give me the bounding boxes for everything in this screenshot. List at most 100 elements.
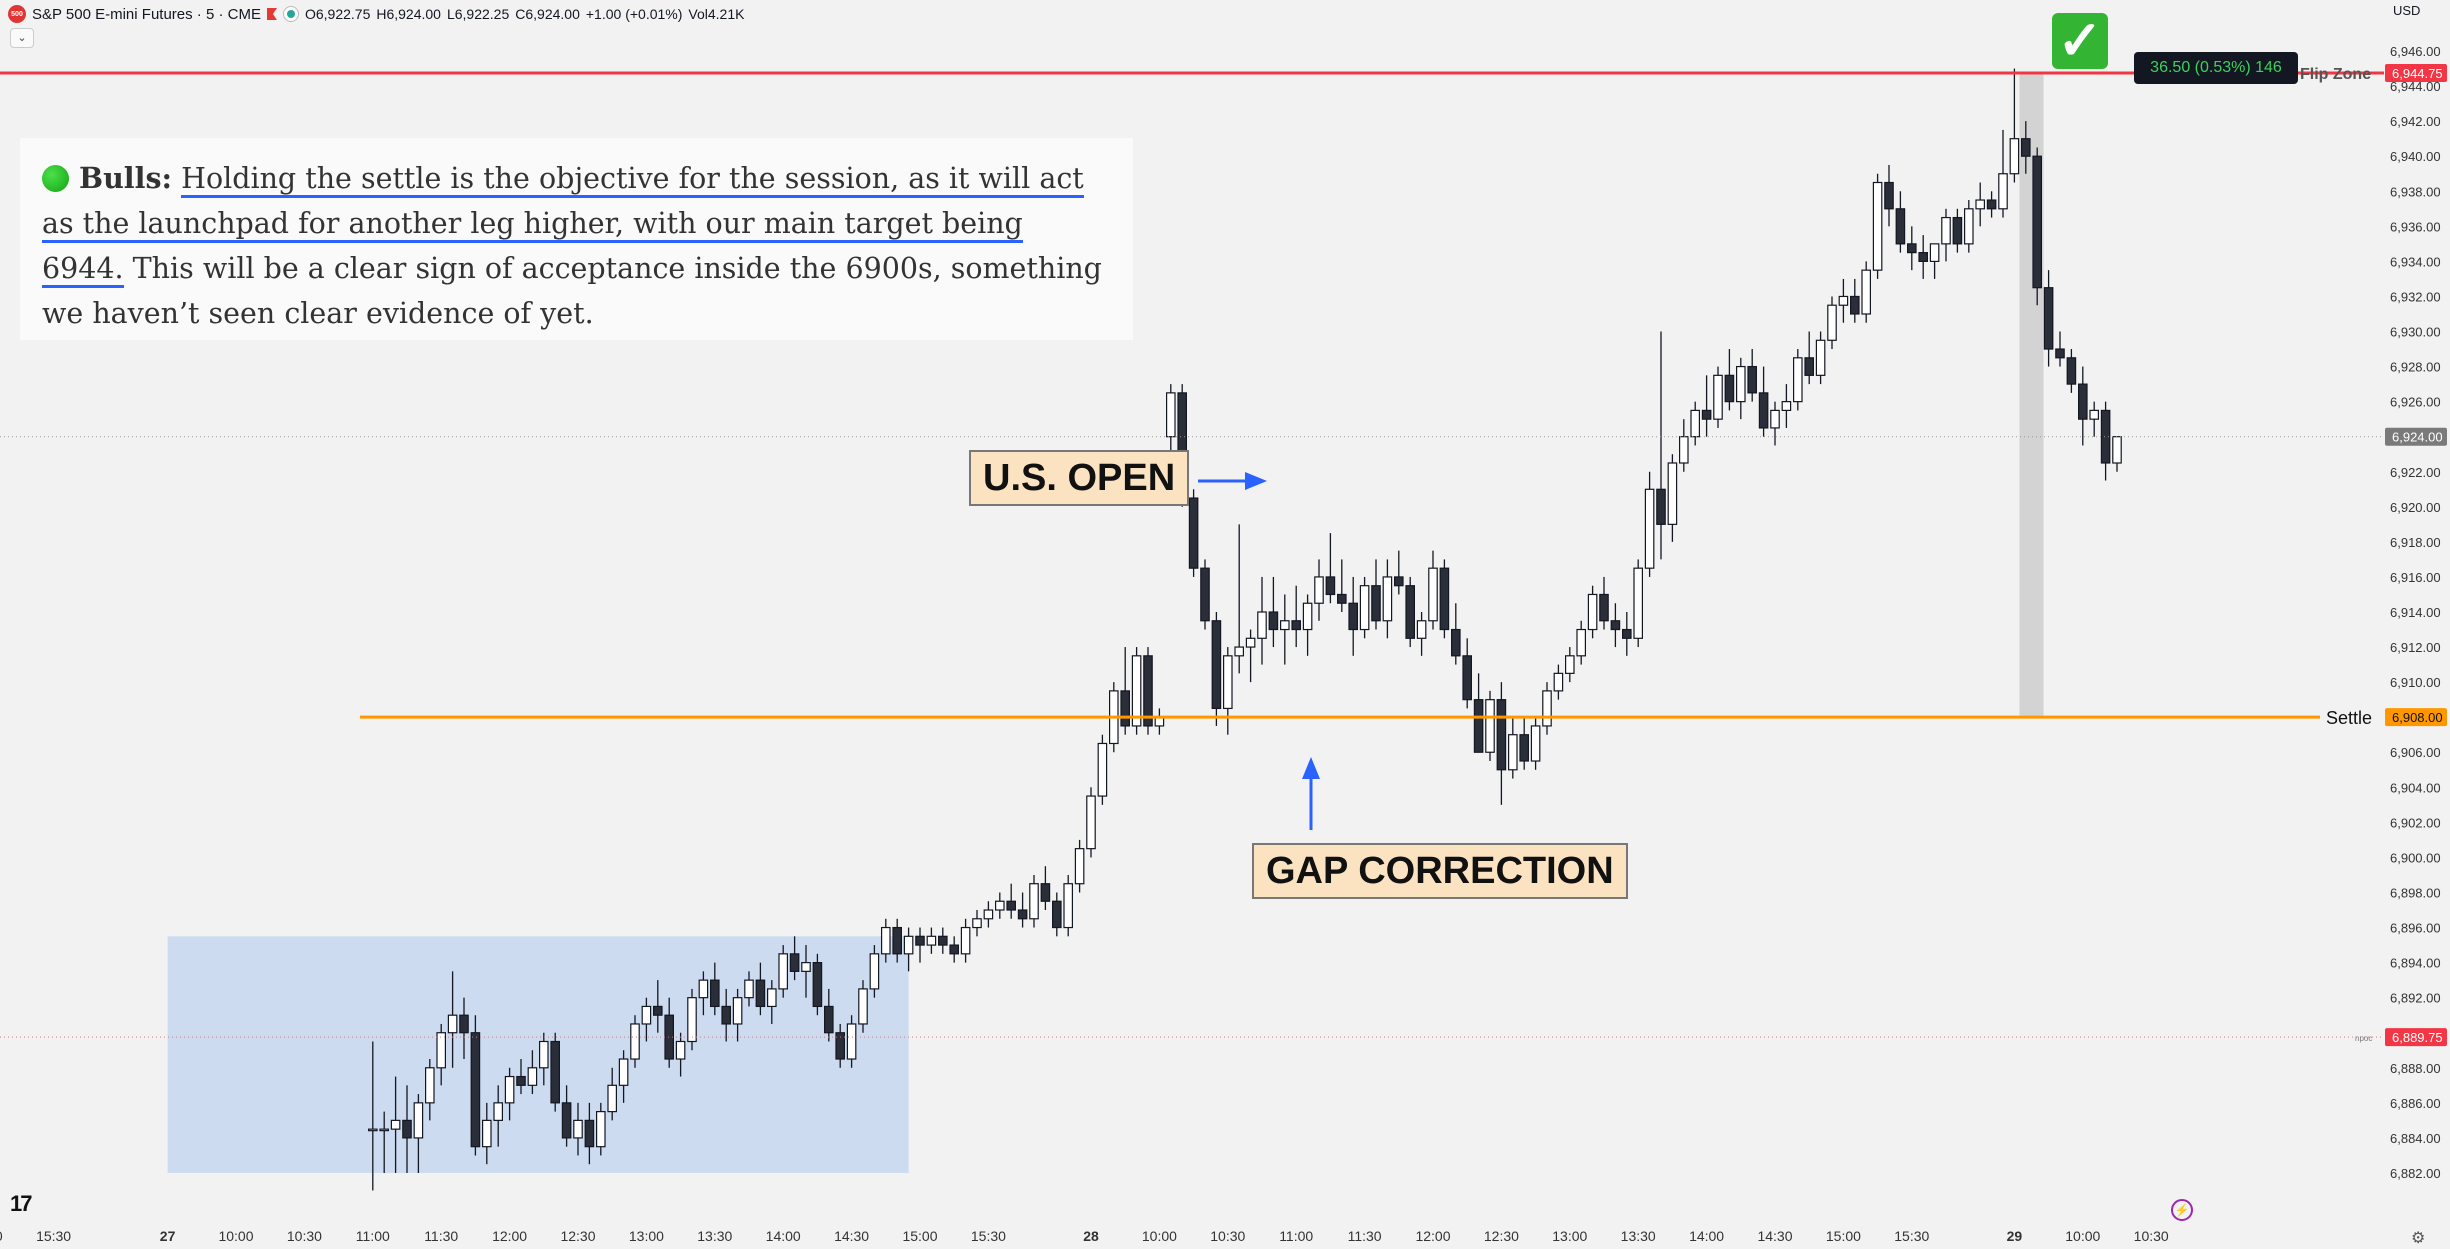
candle-body[interactable]	[1519, 734, 1529, 762]
candle-body[interactable]	[1029, 883, 1039, 920]
candle-body[interactable]	[2066, 357, 2077, 385]
candle-body[interactable]	[2020, 138, 2031, 157]
candle-body[interactable]	[2009, 138, 2020, 175]
candle-body[interactable]	[1485, 699, 1495, 753]
candle-body[interactable]	[425, 1067, 435, 1104]
candle-body[interactable]	[755, 979, 766, 1008]
candle-body[interactable]	[527, 1067, 538, 1086]
candle-body[interactable]	[1963, 208, 1974, 245]
candle-body[interactable]	[1074, 848, 1085, 885]
candle-body[interactable]	[1986, 199, 1997, 210]
candle-body[interactable]	[1325, 576, 1336, 596]
gear-icon[interactable]: ⚙	[2411, 1230, 2426, 1247]
candle-body[interactable]	[1063, 883, 1073, 929]
candle-body[interactable]	[402, 1119, 412, 1139]
candle-body[interactable]	[1918, 252, 1928, 262]
candle-body[interactable]	[926, 935, 937, 946]
candle-body[interactable]	[607, 1084, 617, 1113]
candle-body[interactable]	[1747, 365, 1757, 394]
candle-body[interactable]	[880, 926, 891, 955]
candle-body[interactable]	[630, 1023, 640, 1060]
candle-body[interactable]	[2032, 155, 2042, 289]
candle-body[interactable]	[2078, 383, 2088, 420]
candle-body[interactable]	[379, 1128, 389, 1132]
candle-body[interactable]	[618, 1058, 629, 1086]
candle-body[interactable]	[812, 962, 823, 1008]
candle-body[interactable]	[1143, 655, 1153, 727]
candle-body[interactable]	[561, 1102, 572, 1139]
candle-body[interactable]	[1336, 593, 1347, 604]
candle-body[interactable]	[550, 1040, 560, 1104]
candle-body[interactable]	[516, 1075, 526, 1086]
candle-body[interactable]	[1975, 199, 1985, 210]
candle-body[interactable]	[835, 1032, 845, 1060]
candle-body[interactable]	[2112, 436, 2122, 464]
flag-icon[interactable]	[266, 8, 277, 20]
candle-body[interactable]	[1416, 620, 1427, 639]
candle-body[interactable]	[949, 944, 959, 955]
candle-body[interactable]	[960, 926, 971, 955]
candle-body[interactable]	[732, 997, 743, 1025]
candle-body[interactable]	[1359, 585, 1370, 631]
candle-body[interactable]	[778, 953, 788, 990]
candle-body[interactable]	[1587, 593, 1598, 631]
symbol-title[interactable]: S&P 500 E-mini Futures · 5 · CME	[32, 5, 261, 23]
candle-body[interactable]	[1906, 243, 1917, 254]
market-status-icon[interactable]	[282, 6, 299, 22]
candle-body[interactable]	[1371, 585, 1381, 622]
candle-body[interactable]	[744, 979, 754, 999]
candle-body[interactable]	[1610, 620, 1621, 631]
candle-body[interactable]	[1348, 602, 1358, 631]
candle-body[interactable]	[2043, 287, 2054, 350]
candle-body[interactable]	[1724, 374, 1735, 403]
candle-body[interactable]	[1040, 883, 1051, 902]
candle-body[interactable]	[1998, 173, 2008, 210]
candle-body[interactable]	[1895, 208, 1906, 245]
candle-body[interactable]	[1097, 742, 1108, 797]
lightning-icon[interactable]: ⚡	[2171, 1199, 2193, 1221]
candle-body[interactable]	[983, 909, 994, 920]
candle-body[interactable]	[1576, 628, 1586, 657]
candle-body[interactable]	[1017, 909, 1028, 920]
candle-body[interactable]	[538, 1040, 549, 1069]
candle-body[interactable]	[1553, 672, 1564, 692]
candle-body[interactable]	[789, 953, 800, 972]
candle-body[interactable]	[493, 1102, 503, 1121]
candle-body[interactable]	[1234, 646, 1244, 657]
candle-body[interactable]	[1656, 488, 1666, 525]
candle-body[interactable]	[1473, 699, 1484, 753]
candle-body[interactable]	[1633, 567, 1643, 639]
candle-body[interactable]	[709, 979, 720, 1008]
candle-body[interactable]	[1291, 620, 1301, 631]
candle-body[interactable]	[1382, 576, 1393, 622]
candle-body[interactable]	[915, 935, 925, 946]
candle-body[interactable]	[1599, 593, 1609, 622]
candle-body[interactable]	[1792, 357, 1803, 403]
candle-body[interactable]	[1758, 392, 1769, 429]
candle-body[interactable]	[766, 988, 777, 1008]
candle-body[interactable]	[1428, 567, 1438, 622]
candle-body[interactable]	[1279, 620, 1290, 631]
candle-body[interactable]	[1564, 655, 1575, 674]
candle-body[interactable]	[675, 1040, 686, 1060]
candle-body[interactable]	[1245, 637, 1256, 648]
candle-body[interactable]	[1120, 690, 1130, 727]
candle-body[interactable]	[1188, 497, 1199, 569]
candle-body[interactable]	[1211, 620, 1222, 710]
candle-body[interactable]	[1086, 795, 1096, 850]
candle-body[interactable]	[1713, 374, 1723, 420]
tradingview-logo-icon[interactable]: 17	[10, 1191, 33, 1216]
candle-body[interactable]	[595, 1111, 606, 1148]
candle-body[interactable]	[573, 1119, 583, 1139]
candle-body[interactable]	[1861, 269, 1871, 315]
candle-body[interactable]	[846, 1023, 857, 1060]
candle-body[interactable]	[1131, 655, 1142, 727]
candle-body[interactable]	[937, 935, 948, 946]
candle-body[interactable]	[652, 1005, 663, 1016]
candle-body[interactable]	[1165, 392, 1176, 438]
candle-body[interactable]	[1006, 900, 1016, 911]
time-axis[interactable]	[0, 1223, 2384, 1249]
candle-body[interactable]	[1542, 690, 1552, 727]
currency-selector[interactable]: USD	[2393, 3, 2421, 18]
